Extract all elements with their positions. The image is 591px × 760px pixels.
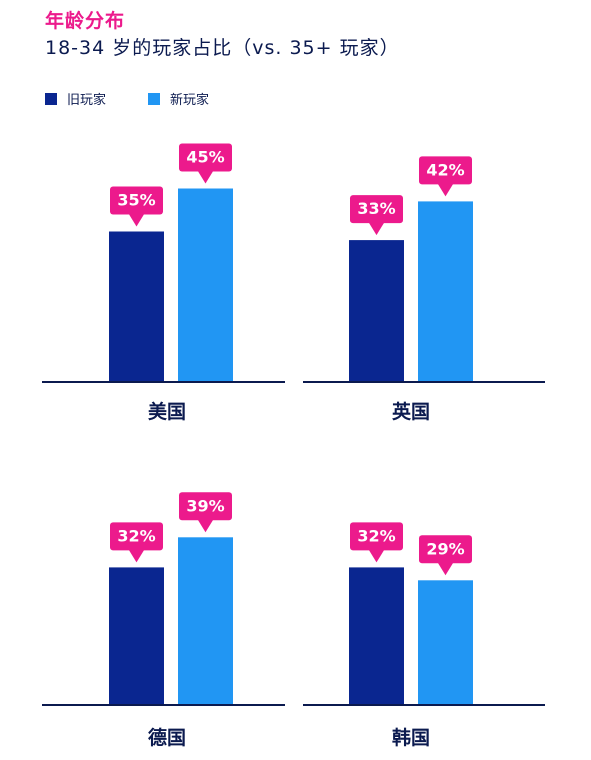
legend-label-new: 新玩家: [170, 93, 210, 108]
chart-title: 年龄分布: [45, 10, 126, 32]
bar: [418, 580, 473, 705]
data-label-pointer: [437, 183, 454, 197]
data-label-bubble: [179, 492, 232, 521]
chart-subtitle: 18-34 岁的玩家占比（vs. 35+ 玩家）: [45, 37, 400, 59]
bar: [418, 201, 473, 382]
bar: [109, 231, 164, 382]
bar: [178, 537, 233, 705]
bar: [178, 188, 233, 382]
panel-title: 美国: [148, 400, 186, 423]
legend-swatch-old: [45, 92, 57, 105]
data-label: 32%: [357, 526, 395, 545]
data-label: 29%: [426, 539, 464, 558]
data-label-pointer: [368, 549, 385, 563]
data-label-bubble: [350, 522, 403, 551]
panel-title: 韩国: [392, 726, 430, 749]
data-label: 33%: [357, 199, 395, 218]
data-label-bubble: [110, 186, 163, 215]
data-label: 39%: [186, 496, 224, 515]
data-label-pointer: [197, 519, 214, 533]
data-label-pointer: [437, 562, 454, 576]
data-label-bubble: [179, 143, 232, 172]
data-label: 35%: [117, 191, 155, 210]
bar: [349, 240, 404, 382]
data-label-pointer: [368, 222, 385, 236]
data-label: 45%: [186, 148, 224, 167]
legend-item-old: 旧玩家: [45, 89, 106, 108]
bar: [109, 567, 164, 705]
data-label: 32%: [117, 526, 155, 545]
legend-label-old: 旧玩家: [67, 93, 107, 108]
legend: 旧玩家 新玩家: [45, 89, 251, 108]
panel-title: 德国: [148, 726, 186, 749]
panel-title: 英国: [392, 400, 430, 423]
data-label-pointer: [128, 213, 145, 227]
data-label-bubble: [419, 156, 472, 185]
data-label-bubble: [350, 195, 403, 224]
data-label-pointer: [128, 549, 145, 563]
legend-swatch-new: [148, 92, 161, 105]
data-label-pointer: [197, 170, 214, 184]
data-label-bubble: [110, 522, 163, 551]
data-label-bubble: [419, 535, 472, 564]
bar: [349, 567, 404, 705]
legend-item-new: 新玩家: [148, 89, 209, 108]
data-label: 42%: [426, 160, 464, 179]
